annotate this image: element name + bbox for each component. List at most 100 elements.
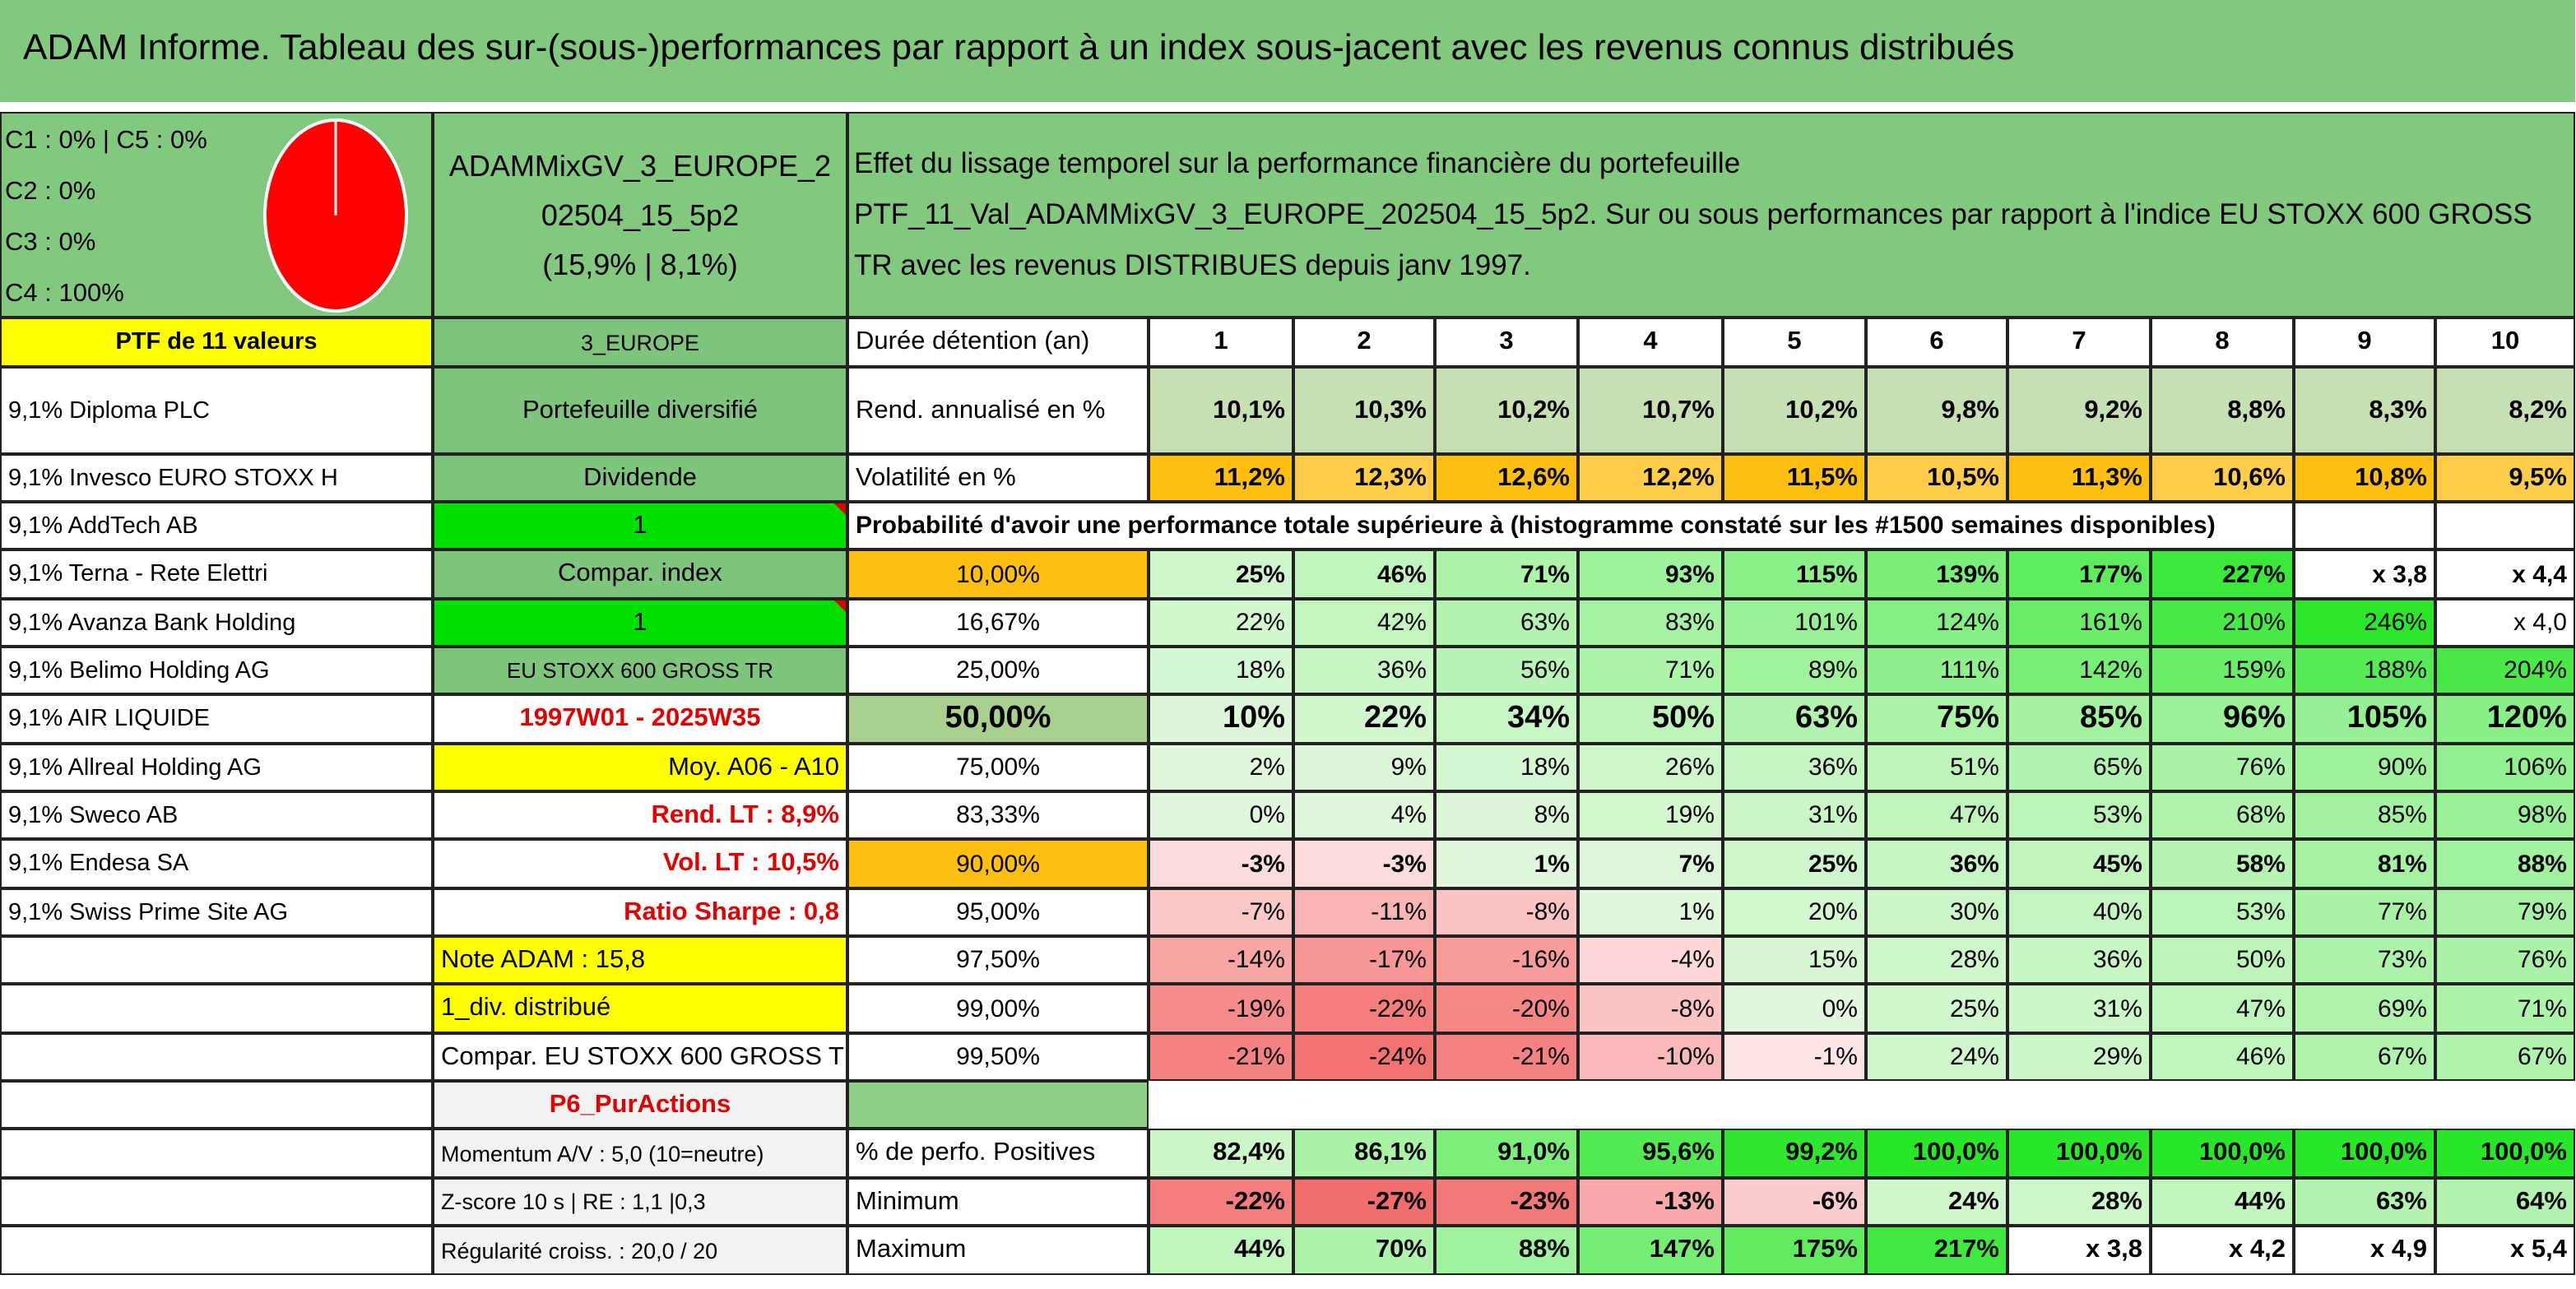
percentile-cell: 28% bbox=[1866, 936, 2007, 984]
percentile-cell: 22% bbox=[1293, 694, 1435, 744]
percentile-cell: 159% bbox=[2151, 647, 2294, 694]
percentile-cell: 1% bbox=[1578, 888, 1723, 936]
summary-cell: 9,2% bbox=[2007, 367, 2151, 454]
percentile-cell: 161% bbox=[2007, 599, 2151, 647]
percentile-cell: -11% bbox=[1293, 888, 1435, 936]
percentile-cell: 88% bbox=[2435, 839, 2575, 888]
summary-cell: 10,2% bbox=[1435, 367, 1578, 454]
percentile-cell: 31% bbox=[1723, 791, 1866, 839]
percentile-cell: 47% bbox=[2151, 984, 2294, 1033]
stats-cell: x 3,8 bbox=[2007, 1226, 2151, 1275]
portfolio-stats: (15,9% | 8,1%) bbox=[542, 248, 738, 281]
stats-cell: 100,0% bbox=[2435, 1129, 2575, 1178]
percentile-cell: 50% bbox=[2151, 936, 2294, 984]
percentile-cell: 0% bbox=[1723, 984, 1866, 1033]
percentile-cell: 142% bbox=[2007, 647, 2151, 694]
percentile-label: 95,00% bbox=[847, 888, 1149, 936]
empty-cell bbox=[0, 936, 433, 984]
percentile-label: 25,00% bbox=[847, 647, 1149, 694]
percentile-cell: 79% bbox=[2435, 888, 2575, 936]
year-header: 9 bbox=[2294, 318, 2435, 367]
stats-cell: 100,0% bbox=[2151, 1129, 2294, 1178]
percentile-cell: 10% bbox=[1149, 694, 1293, 744]
stats-cell: -13% bbox=[1578, 1178, 1723, 1226]
stats-cell: x 5,4 bbox=[2435, 1226, 2575, 1275]
holding: 9,1% Sweco AB bbox=[0, 791, 433, 839]
percentile-cell: x 3,8 bbox=[2294, 549, 2435, 599]
percentile-cell: 101% bbox=[1723, 599, 1866, 647]
stats-cell: 100,0% bbox=[2007, 1129, 2151, 1178]
percentile-cell: 67% bbox=[2294, 1033, 2435, 1081]
side-panel-cell: Rend. LT : 8,9% bbox=[433, 791, 847, 839]
holding: 9,1% Diploma PLC bbox=[0, 367, 433, 454]
empty-cell bbox=[0, 1226, 433, 1275]
empty-cell bbox=[0, 1081, 433, 1129]
side-panel-cell: 3_EUROPE bbox=[433, 318, 847, 367]
percentile-cell: 85% bbox=[2007, 694, 2151, 744]
legend-item: C1 : 0% | C5 : 0% bbox=[5, 127, 207, 155]
year-header: 6 bbox=[1866, 318, 2007, 367]
percentile-cell: 36% bbox=[2007, 936, 2151, 984]
percentile-cell: 81% bbox=[2294, 839, 2435, 888]
percentile-cell: 67% bbox=[2435, 1033, 2575, 1081]
percentile-cell: -20% bbox=[1435, 984, 1578, 1033]
percentile-cell: -19% bbox=[1149, 984, 1293, 1033]
empty-cell bbox=[0, 1033, 433, 1081]
side-panel-cell: Moy. A06 - A10 bbox=[433, 744, 847, 791]
percentile-cell: 25% bbox=[1149, 549, 1293, 599]
side-panel-cell: EU STOXX 600 GROSS TR bbox=[433, 647, 847, 694]
side-panel-cell: Compar. EU STOXX 600 GROSS TR bbox=[433, 1033, 847, 1081]
percentile-cell: 85% bbox=[2294, 791, 2435, 839]
percentile-cell: 75% bbox=[1866, 694, 2007, 744]
percentile-cell: 68% bbox=[2151, 791, 2294, 839]
percentile-cell: 51% bbox=[1866, 744, 2007, 791]
percentile-cell: -7% bbox=[1149, 888, 1293, 936]
percentile-cell: 63% bbox=[1435, 599, 1578, 647]
percentile-cell: 71% bbox=[1578, 647, 1723, 694]
year-header: 2 bbox=[1293, 318, 1435, 367]
percentile-cell: 31% bbox=[2007, 984, 2151, 1033]
summary-cell: 11,2% bbox=[1149, 454, 1293, 502]
holding: 9,1% Invesco EURO STOXX H bbox=[0, 454, 433, 502]
empty-cell bbox=[2435, 502, 2575, 549]
percentile-cell: -3% bbox=[1149, 839, 1293, 888]
holding: 9,1% Endesa SA bbox=[0, 839, 433, 888]
side-panel-cell: Momentum A/V : 5,0 (10=neutre) bbox=[433, 1129, 847, 1178]
side-panel-cell: Vol. LT : 10,5% bbox=[433, 839, 847, 888]
percentile-cell: -10% bbox=[1578, 1033, 1723, 1081]
percentile-cell: 177% bbox=[2007, 549, 2151, 599]
stats-cell: 95,6% bbox=[1578, 1129, 1723, 1178]
percentile-cell: 71% bbox=[1435, 549, 1578, 599]
percentile-cell: 139% bbox=[1866, 549, 2007, 599]
summary-cell: 12,6% bbox=[1435, 454, 1578, 502]
stats-cell: 63% bbox=[2294, 1178, 2435, 1226]
percentile-cell: 42% bbox=[1293, 599, 1435, 647]
percentile-label: 10,00% bbox=[847, 549, 1149, 599]
percentile-label: 90,00% bbox=[847, 839, 1149, 888]
year-header: 7 bbox=[2007, 318, 2151, 367]
year-header: 1 bbox=[1149, 318, 1293, 367]
stats-cell: -6% bbox=[1723, 1178, 1866, 1226]
percentile-cell: 29% bbox=[2007, 1033, 2151, 1081]
summary-cell: 9,8% bbox=[1866, 367, 2007, 454]
percentile-cell: 36% bbox=[1723, 744, 1866, 791]
header-description: Effet du lissage temporel sur la perform… bbox=[847, 112, 2575, 318]
stats-cell: 100,0% bbox=[2294, 1129, 2435, 1178]
percentile-cell: 89% bbox=[1723, 647, 1866, 694]
summary-cell: 10,5% bbox=[1866, 454, 2007, 502]
holdings-header: PTF de 11 valeurs bbox=[0, 318, 433, 367]
percentile-cell: 90% bbox=[2294, 744, 2435, 791]
holding: 9,1% Terna - Rete Elettri bbox=[0, 549, 433, 599]
percentile-cell: 25% bbox=[1866, 984, 2007, 1033]
percentile-cell: 105% bbox=[2294, 694, 2435, 744]
percentile-cell: 22% bbox=[1149, 599, 1293, 647]
percentile-cell: 45% bbox=[2007, 839, 2151, 888]
summary-cell: 10,1% bbox=[1149, 367, 1293, 454]
side-panel-cell: Ratio Sharpe : 0,8 bbox=[433, 888, 847, 936]
holding: 9,1% Avanza Bank Holding bbox=[0, 599, 433, 647]
stats-cell: x 4,2 bbox=[2151, 1226, 2294, 1275]
stats-cell: 147% bbox=[1578, 1226, 1723, 1275]
year-header: 5 bbox=[1723, 318, 1866, 367]
pie-chart bbox=[263, 118, 408, 313]
